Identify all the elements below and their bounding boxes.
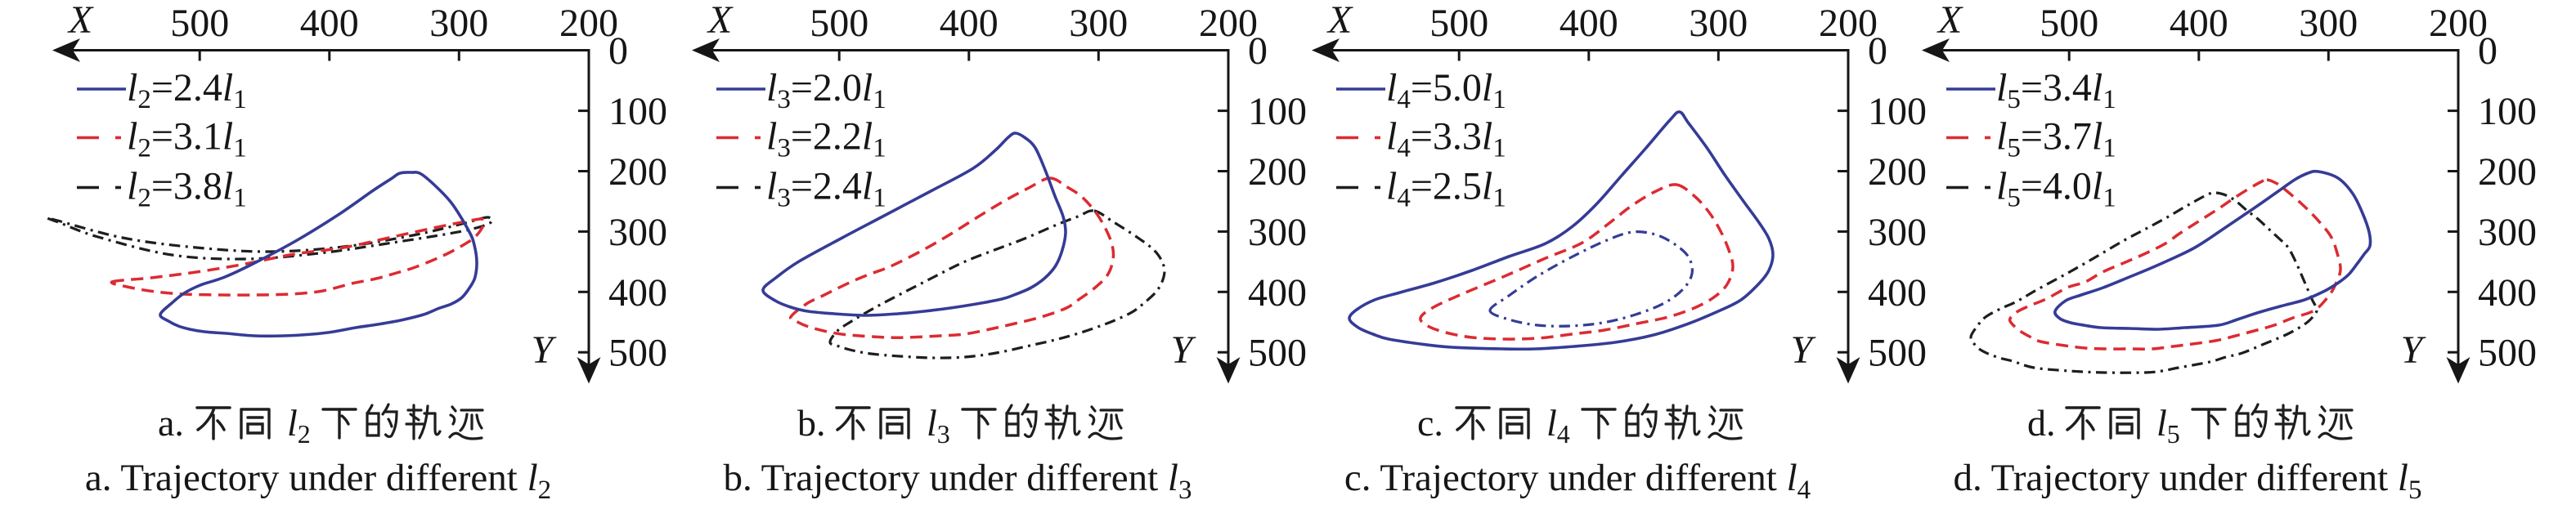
svg-text:400: 400 xyxy=(300,2,359,45)
svg-text:l4=3.3l1: l4=3.3l1 xyxy=(1386,115,1506,163)
svg-text:l5: l5 xyxy=(2156,402,2180,449)
svg-text:200: 200 xyxy=(559,2,618,45)
svg-text:l2=3.1l1: l2=3.1l1 xyxy=(127,115,247,163)
svg-text:b.: b. xyxy=(797,402,826,444)
svg-text:300: 300 xyxy=(2299,2,2358,45)
svg-text:500: 500 xyxy=(608,332,667,375)
svg-text:l3=2.2l1: l3=2.2l1 xyxy=(766,115,886,163)
svg-text:400: 400 xyxy=(1560,2,1618,45)
svg-text:l5=4.0l1: l5=4.0l1 xyxy=(1996,165,2116,213)
svg-text:300: 300 xyxy=(1069,2,1128,45)
svg-text:0: 0 xyxy=(1868,29,1887,73)
svg-text:500: 500 xyxy=(2040,2,2098,45)
svg-text:200: 200 xyxy=(1199,2,1258,45)
svg-text:l3=2.0l1: l3=2.0l1 xyxy=(766,66,886,114)
svg-text:500: 500 xyxy=(810,2,868,45)
svg-text:X: X xyxy=(1326,0,1353,42)
svg-text:l5=3.4l1: l5=3.4l1 xyxy=(1996,66,2116,114)
svg-text:400: 400 xyxy=(940,2,999,45)
svg-text:100: 100 xyxy=(1248,90,1307,133)
svg-text:a. Trajectory under different: a. Trajectory under different l2 xyxy=(85,457,551,505)
svg-text:c.: c. xyxy=(1417,402,1443,444)
svg-text:200: 200 xyxy=(2429,2,2488,45)
svg-text:100: 100 xyxy=(1868,90,1927,133)
svg-text:Y: Y xyxy=(2401,328,2426,372)
svg-text:Y: Y xyxy=(532,328,557,372)
svg-text:c. Trajectory under different: c. Trajectory under different l4 xyxy=(1344,457,1811,505)
svg-text:300: 300 xyxy=(1689,2,1748,45)
svg-text:l2=3.8l1: l2=3.8l1 xyxy=(127,165,247,213)
svg-text:300: 300 xyxy=(1868,211,1927,254)
svg-text:l4: l4 xyxy=(1546,402,1570,449)
svg-text:d.: d. xyxy=(2027,402,2056,444)
svg-text:l3=2.4l1: l3=2.4l1 xyxy=(766,165,886,213)
svg-text:300: 300 xyxy=(2478,211,2537,254)
svg-text:l2=2.4l1: l2=2.4l1 xyxy=(127,66,247,114)
svg-text:0: 0 xyxy=(608,29,628,73)
svg-text:l4=2.5l1: l4=2.5l1 xyxy=(1386,165,1506,213)
svg-text:100: 100 xyxy=(2478,90,2537,133)
svg-text:400: 400 xyxy=(1868,271,1927,315)
svg-text:500: 500 xyxy=(170,2,229,45)
svg-text:0: 0 xyxy=(2478,29,2497,73)
svg-text:200: 200 xyxy=(2478,150,2537,194)
svg-text:200: 200 xyxy=(608,150,667,194)
svg-text:X: X xyxy=(707,0,734,42)
svg-text:l3: l3 xyxy=(927,402,950,449)
svg-text:500: 500 xyxy=(1429,2,1488,45)
svg-text:400: 400 xyxy=(1248,271,1307,315)
svg-text:400: 400 xyxy=(608,271,667,315)
svg-text:400: 400 xyxy=(2478,271,2537,315)
svg-text:l2: l2 xyxy=(287,402,311,449)
svg-text:X: X xyxy=(67,0,94,42)
svg-text:d. Trajectory under different: d. Trajectory under different l5 xyxy=(1954,457,2422,505)
svg-text:500: 500 xyxy=(1248,332,1307,375)
svg-text:100: 100 xyxy=(608,90,667,133)
svg-text:l5=3.7l1: l5=3.7l1 xyxy=(1996,115,2116,163)
svg-text:500: 500 xyxy=(2478,332,2537,375)
svg-text:200: 200 xyxy=(1248,150,1307,194)
svg-text:500: 500 xyxy=(1868,332,1927,375)
svg-text:0: 0 xyxy=(1248,29,1268,73)
svg-text:200: 200 xyxy=(1868,150,1927,194)
svg-text:Y: Y xyxy=(1791,328,1816,372)
svg-text:400: 400 xyxy=(2170,2,2228,45)
svg-text:X: X xyxy=(1936,0,1963,42)
svg-text:200: 200 xyxy=(1819,2,1878,45)
svg-text:b. Trajectory under different: b. Trajectory under different l3 xyxy=(724,457,1192,505)
svg-text:l4=5.0l1: l4=5.0l1 xyxy=(1386,66,1506,114)
svg-text:300: 300 xyxy=(1248,211,1307,254)
svg-text:Y: Y xyxy=(1171,328,1196,372)
svg-text:300: 300 xyxy=(608,211,667,254)
svg-text:a.: a. xyxy=(158,402,184,444)
svg-text:300: 300 xyxy=(429,2,488,45)
